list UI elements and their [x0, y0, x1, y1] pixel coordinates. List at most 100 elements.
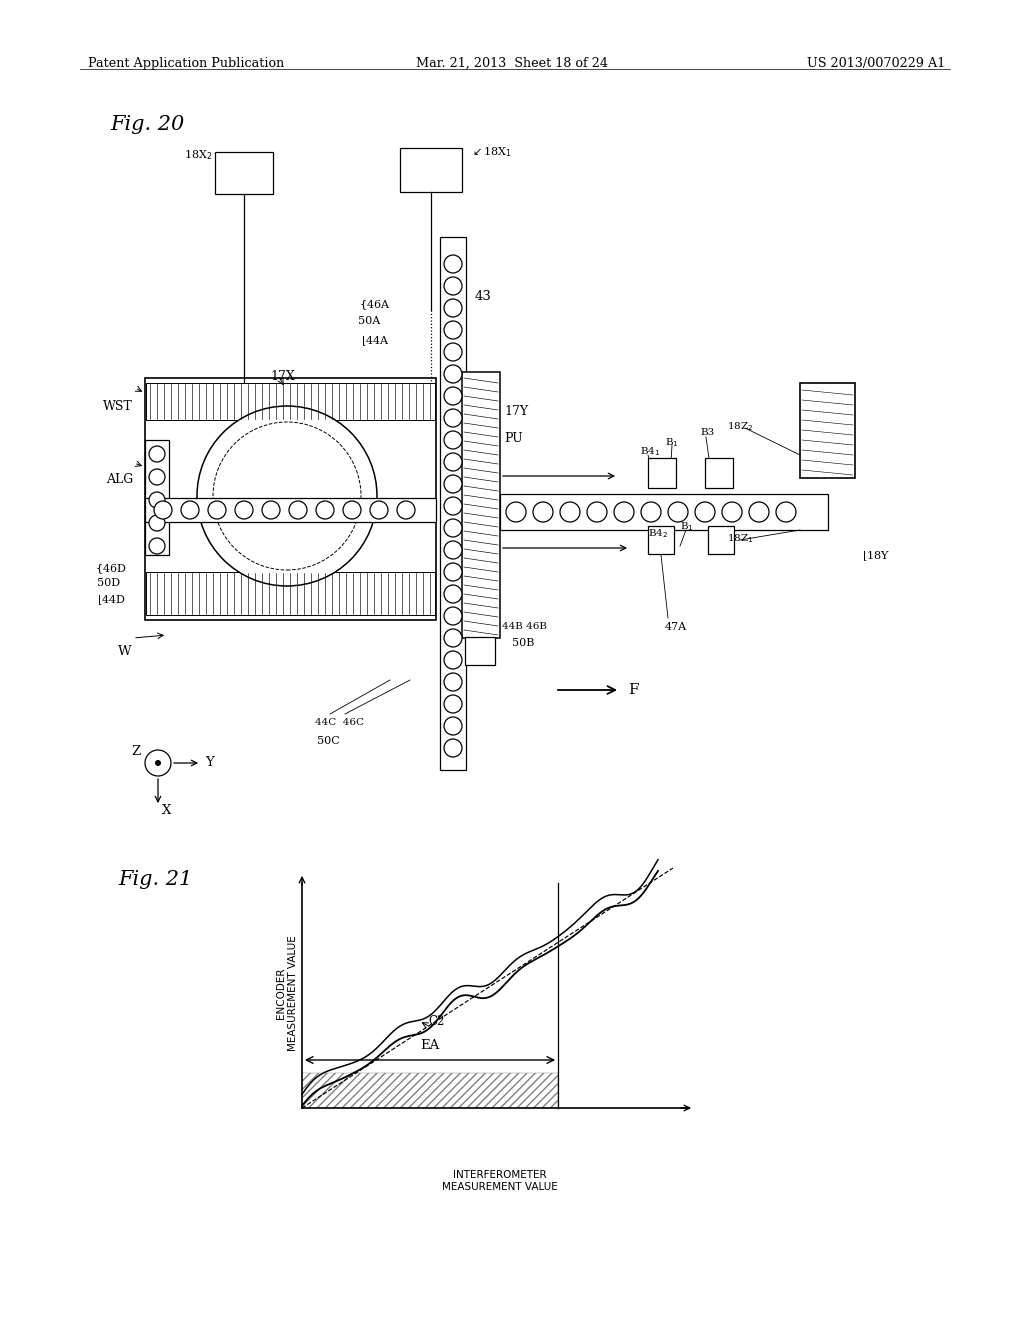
Bar: [145, 440, 169, 554]
Circle shape: [316, 502, 334, 519]
Circle shape: [641, 502, 662, 521]
Circle shape: [444, 343, 462, 360]
Text: Z: Z: [132, 744, 141, 758]
Circle shape: [343, 502, 361, 519]
Text: $\{$46A: $\{$46A: [358, 298, 390, 312]
Circle shape: [749, 502, 769, 521]
Text: Fig. 21: Fig. 21: [118, 870, 193, 888]
Bar: [648, 458, 676, 488]
Circle shape: [587, 502, 607, 521]
Circle shape: [208, 502, 226, 519]
Text: $\lfloor$44A: $\lfloor$44A: [361, 333, 390, 347]
Bar: [145, 378, 436, 620]
Circle shape: [444, 409, 462, 426]
Circle shape: [154, 502, 172, 519]
Bar: [800, 383, 855, 478]
Circle shape: [181, 502, 199, 519]
Circle shape: [444, 255, 462, 273]
Text: B4$_2$: B4$_2$: [648, 527, 669, 540]
Text: B$_1$: B$_1$: [665, 436, 679, 449]
Circle shape: [234, 502, 253, 519]
Text: 43: 43: [475, 290, 492, 304]
Text: $\lfloor$18Y: $\lfloor$18Y: [862, 548, 890, 562]
Circle shape: [444, 717, 462, 735]
Text: WST: WST: [103, 400, 133, 413]
Circle shape: [506, 502, 526, 521]
Text: B4$_1$: B4$_1$: [640, 445, 660, 458]
Text: 47A: 47A: [665, 622, 687, 632]
Bar: [500, 494, 828, 531]
Text: 44B 46B: 44B 46B: [502, 622, 547, 631]
Bar: [145, 498, 436, 521]
Text: Mar. 21, 2013  Sheet 18 of 24: Mar. 21, 2013 Sheet 18 of 24: [416, 57, 608, 70]
Circle shape: [444, 696, 462, 713]
Text: ENCODER
MEASUREMENT VALUE: ENCODER MEASUREMENT VALUE: [275, 935, 298, 1051]
Text: ALG: ALG: [105, 473, 133, 486]
Bar: [302, 1073, 558, 1107]
Text: B$_1$: B$_1$: [680, 520, 693, 533]
Bar: [708, 525, 734, 554]
Text: 50C: 50C: [316, 737, 339, 746]
Text: 18Z$_1$: 18Z$_1$: [727, 532, 754, 545]
Text: PU: PU: [504, 432, 522, 445]
Text: B3: B3: [700, 428, 715, 437]
Text: X: X: [162, 804, 171, 817]
Circle shape: [444, 673, 462, 690]
Circle shape: [289, 502, 307, 519]
Circle shape: [722, 502, 742, 521]
Text: 18Z$_2$: 18Z$_2$: [727, 420, 754, 433]
Text: Fig. 20: Fig. 20: [110, 115, 184, 135]
Bar: [400, 148, 462, 191]
Bar: [648, 525, 674, 554]
Circle shape: [534, 502, 553, 521]
Bar: [462, 372, 500, 638]
Circle shape: [444, 432, 462, 449]
Circle shape: [444, 498, 462, 515]
Circle shape: [444, 475, 462, 492]
Circle shape: [614, 502, 634, 521]
Circle shape: [150, 492, 165, 508]
Text: US 2013/0070229 A1: US 2013/0070229 A1: [807, 57, 945, 70]
Circle shape: [444, 277, 462, 294]
Circle shape: [444, 607, 462, 624]
Circle shape: [444, 564, 462, 581]
Circle shape: [695, 502, 715, 521]
Circle shape: [560, 502, 580, 521]
Circle shape: [444, 387, 462, 405]
Circle shape: [444, 651, 462, 669]
Circle shape: [150, 446, 165, 462]
Circle shape: [444, 453, 462, 471]
Circle shape: [668, 502, 688, 521]
Text: $\lfloor$44D: $\lfloor$44D: [97, 591, 126, 607]
Circle shape: [150, 469, 165, 484]
Circle shape: [776, 502, 796, 521]
Circle shape: [150, 515, 165, 531]
Circle shape: [444, 300, 462, 317]
Circle shape: [444, 585, 462, 603]
Circle shape: [150, 539, 165, 554]
Circle shape: [197, 407, 377, 586]
Text: F: F: [628, 682, 639, 697]
Bar: [146, 572, 435, 615]
Circle shape: [155, 760, 161, 766]
Text: Y: Y: [205, 755, 214, 768]
Circle shape: [444, 541, 462, 558]
Text: C2: C2: [428, 1015, 444, 1028]
Circle shape: [262, 502, 280, 519]
Bar: [215, 152, 273, 194]
Circle shape: [444, 739, 462, 756]
Text: EA: EA: [421, 1039, 439, 1052]
Text: $\{$46D: $\{$46D: [94, 562, 126, 576]
Circle shape: [370, 502, 388, 519]
Bar: [705, 458, 733, 488]
Text: 50D: 50D: [97, 578, 120, 587]
Circle shape: [444, 366, 462, 383]
Text: 44C  46C: 44C 46C: [315, 718, 364, 727]
Bar: [440, 238, 466, 770]
Text: 50A: 50A: [357, 315, 380, 326]
Text: $\swarrow$18X$_1$: $\swarrow$18X$_1$: [470, 145, 512, 158]
Circle shape: [444, 321, 462, 339]
Text: 50B: 50B: [512, 638, 535, 648]
Bar: [146, 383, 435, 420]
Bar: [465, 638, 495, 665]
